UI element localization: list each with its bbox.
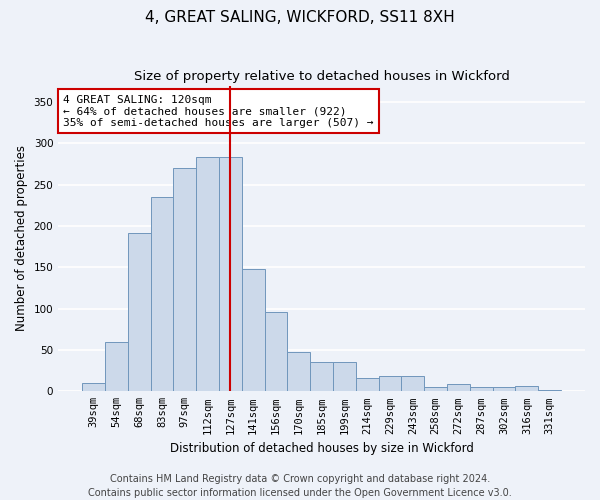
Bar [424,387,447,392]
Bar [242,269,265,392]
Bar [515,386,538,392]
Bar [151,197,173,392]
Bar [538,390,561,392]
Bar [401,376,424,392]
Text: 4, GREAT SALING, WICKFORD, SS11 8XH: 4, GREAT SALING, WICKFORD, SS11 8XH [145,10,455,25]
Bar [128,232,151,392]
Bar [196,158,219,392]
Text: 4 GREAT SALING: 120sqm
← 64% of detached houses are smaller (922)
35% of semi-de: 4 GREAT SALING: 120sqm ← 64% of detached… [64,94,374,128]
X-axis label: Distribution of detached houses by size in Wickford: Distribution of detached houses by size … [170,442,473,455]
Bar [310,362,333,392]
Bar [287,352,310,392]
Bar [379,376,401,392]
Text: Contains HM Land Registry data © Crown copyright and database right 2024.
Contai: Contains HM Land Registry data © Crown c… [88,474,512,498]
Bar [470,387,493,392]
Bar [356,378,379,392]
Title: Size of property relative to detached houses in Wickford: Size of property relative to detached ho… [134,70,509,83]
Bar [447,384,470,392]
Bar [82,383,105,392]
Bar [493,387,515,392]
Y-axis label: Number of detached properties: Number of detached properties [15,146,28,332]
Bar [105,342,128,392]
Bar [265,312,287,392]
Bar [219,158,242,392]
Bar [173,168,196,392]
Bar [333,362,356,392]
